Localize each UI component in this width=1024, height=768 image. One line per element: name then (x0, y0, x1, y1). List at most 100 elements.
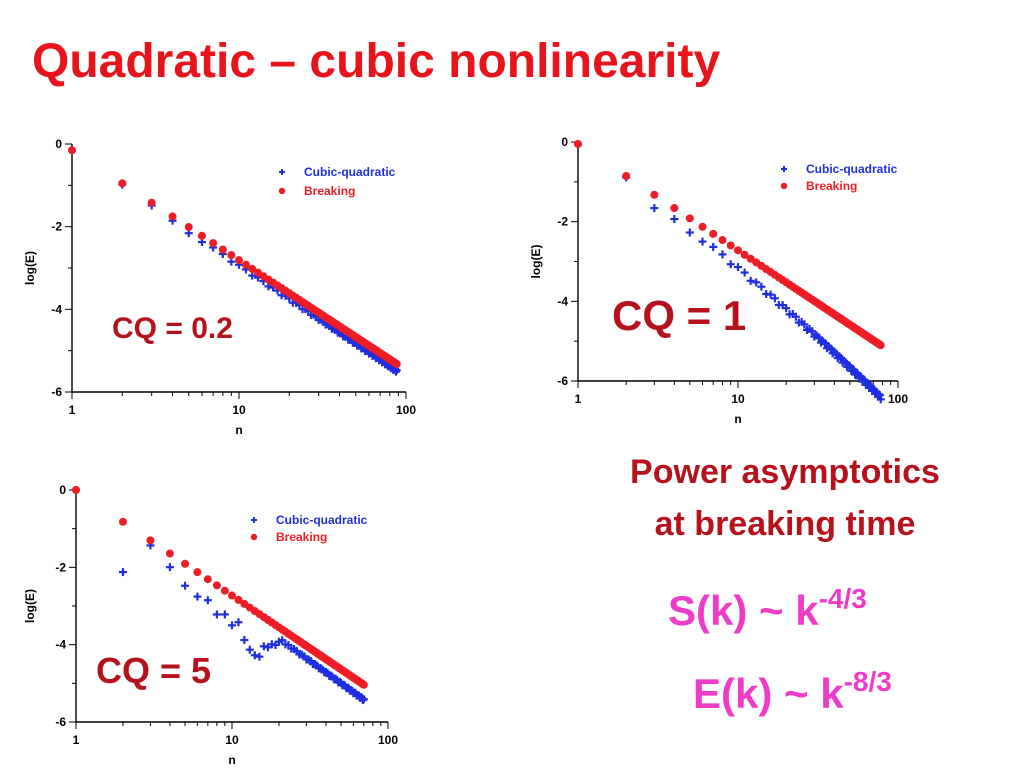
data-point-cubic-quadratic (220, 610, 229, 619)
cq-annotation: CQ = 5 (96, 650, 211, 691)
x-tick-label: 1 (73, 733, 80, 747)
data-point-breaking (574, 139, 582, 148)
data-point-cubic-quadratic (181, 581, 190, 590)
series-cubic-quadratic (72, 486, 368, 705)
x-axis-title: n (235, 423, 242, 437)
y-tick-label: -6 (557, 374, 568, 388)
data-point-breaking (235, 256, 243, 265)
legend-marker-dot (250, 533, 258, 541)
data-point-cubic-quadratic (193, 592, 202, 601)
series-breaking (574, 139, 885, 350)
data-point-cubic-quadratic (250, 651, 259, 660)
chart-cq-0-2-svg: 0 -2 -4 -6 1 10 100 n log(E) Cubic-quadratic Break… (23, 137, 416, 437)
chart-cq-1: 0 -2 -4 -6 1 10 100 n log(E) Cubic-quadratic Break… (526, 128, 926, 433)
data-point-cubic-quadratic (212, 610, 221, 619)
data-point-breaking (685, 214, 694, 223)
data-point-breaking (248, 264, 257, 273)
legend-label-cubic-quadratic: Cubic-quadratic (276, 513, 368, 527)
data-point-cubic-quadratic (740, 268, 749, 277)
chart-cq-1-svg: 0 -2 -4 -6 1 10 100 n log(E) Cubic-quadratic Break… (529, 135, 908, 426)
cq-annotation: CQ = 0.2 (112, 312, 233, 345)
formula-energy-exponent: -8/3 (843, 666, 892, 697)
formula-energy: E(k) ~ k-8/3 (693, 666, 892, 718)
y-axis-title: log(E) (23, 251, 37, 285)
legend-label-cubic-quadratic: Cubic-quadratic (304, 165, 396, 179)
data-point-cubic-quadratic (757, 282, 766, 291)
legend-label-breaking: Breaking (304, 184, 355, 198)
formula-spectrum-base: S(k) ~ k (668, 587, 819, 634)
legend-marker-dot (780, 182, 788, 190)
data-point-breaking (698, 222, 707, 231)
data-point-cubic-quadratic (726, 260, 735, 269)
data-point-cubic-quadratic (770, 294, 779, 303)
data-point-breaking (184, 223, 193, 232)
asymptotics-title-line1: Power asymptotics (630, 453, 940, 491)
data-point-breaking (227, 251, 236, 260)
y-tick-label: -6 (55, 715, 66, 729)
y-tick-label: 0 (561, 135, 568, 149)
data-point-cubic-quadratic (718, 250, 727, 259)
data-point-breaking (209, 239, 218, 248)
data-point-breaking (220, 586, 229, 595)
x-tick-label: 1 (69, 403, 76, 417)
data-point-cubic-quadratic (698, 237, 707, 246)
x-tick-label: 100 (888, 392, 908, 406)
data-point-breaking (168, 212, 177, 221)
data-point-cubic-quadratic (203, 596, 212, 605)
data-point-cubic-quadratic (734, 263, 742, 272)
series-breaking (68, 146, 401, 368)
asymptotics-title: Power asymptotics at breaking time (580, 446, 990, 550)
data-point-breaking (197, 231, 206, 240)
y-axis-title: log(E) (529, 245, 543, 279)
data-point-cubic-quadratic (359, 695, 368, 704)
data-point-cubic-quadratic (278, 636, 287, 645)
x-axis-title: n (734, 412, 741, 426)
data-point-breaking (212, 581, 221, 590)
data-point-cubic-quadratic (709, 242, 718, 251)
data-point-breaking (218, 245, 227, 254)
y-tick-label: -6 (51, 385, 62, 399)
legend-label-cubic-quadratic: Cubic-quadratic (806, 162, 898, 176)
y-tick-label: -4 (55, 638, 66, 652)
legend: Cubic-quadratic Breaking (780, 162, 898, 193)
data-point-breaking (181, 559, 190, 568)
data-point-cubic-quadratic (264, 282, 273, 291)
y-tick-label: -4 (51, 302, 62, 316)
data-point-cubic-quadratic (245, 645, 254, 654)
data-point-breaking (146, 536, 155, 545)
data-point-cubic-quadratic (844, 360, 853, 369)
data-point-cubic-quadratic (670, 215, 679, 224)
y-tick-label: 0 (55, 137, 62, 151)
data-point-cubic-quadratic (248, 271, 257, 280)
data-point-breaking (68, 146, 76, 155)
data-point-breaking (165, 549, 174, 558)
x-tick-label: 10 (232, 403, 246, 417)
formula-spectrum-exponent: -4/3 (818, 583, 867, 614)
data-point-breaking (72, 486, 80, 494)
chart-cq-5-svg: 0 -2 -4 -6 1 10 100 n log(E) Cubic-quadratic Break… (23, 483, 398, 767)
data-point-breaking (193, 568, 202, 577)
legend: Cubic-quadratic Breaking (278, 165, 396, 198)
data-point-breaking (241, 260, 250, 269)
series-breaking (72, 486, 368, 689)
formula-energy-base: E(k) ~ k (693, 670, 844, 717)
data-point-breaking (118, 517, 127, 526)
data-point-breaking (228, 591, 236, 600)
data-point-cubic-quadratic (118, 568, 127, 577)
data-point-cubic-quadratic (685, 228, 694, 237)
data-point-breaking (147, 198, 156, 207)
data-point-breaking (734, 246, 742, 255)
legend-marker-dot (278, 187, 286, 195)
data-point-cubic-quadratic (752, 278, 761, 287)
data-point-cubic-quadratic (165, 563, 174, 572)
x-tick-label: 10 (731, 392, 745, 406)
data-point-breaking (726, 241, 735, 250)
x-tick-label: 100 (396, 403, 416, 417)
y-tick-label: -2 (51, 220, 62, 234)
data-point-breaking (622, 172, 631, 181)
data-point-breaking (876, 341, 885, 350)
legend-label-breaking: Breaking (276, 530, 327, 544)
x-tick-label: 100 (378, 733, 398, 747)
legend-label-breaking: Breaking (806, 179, 857, 193)
data-point-cubic-quadratic (228, 621, 236, 630)
